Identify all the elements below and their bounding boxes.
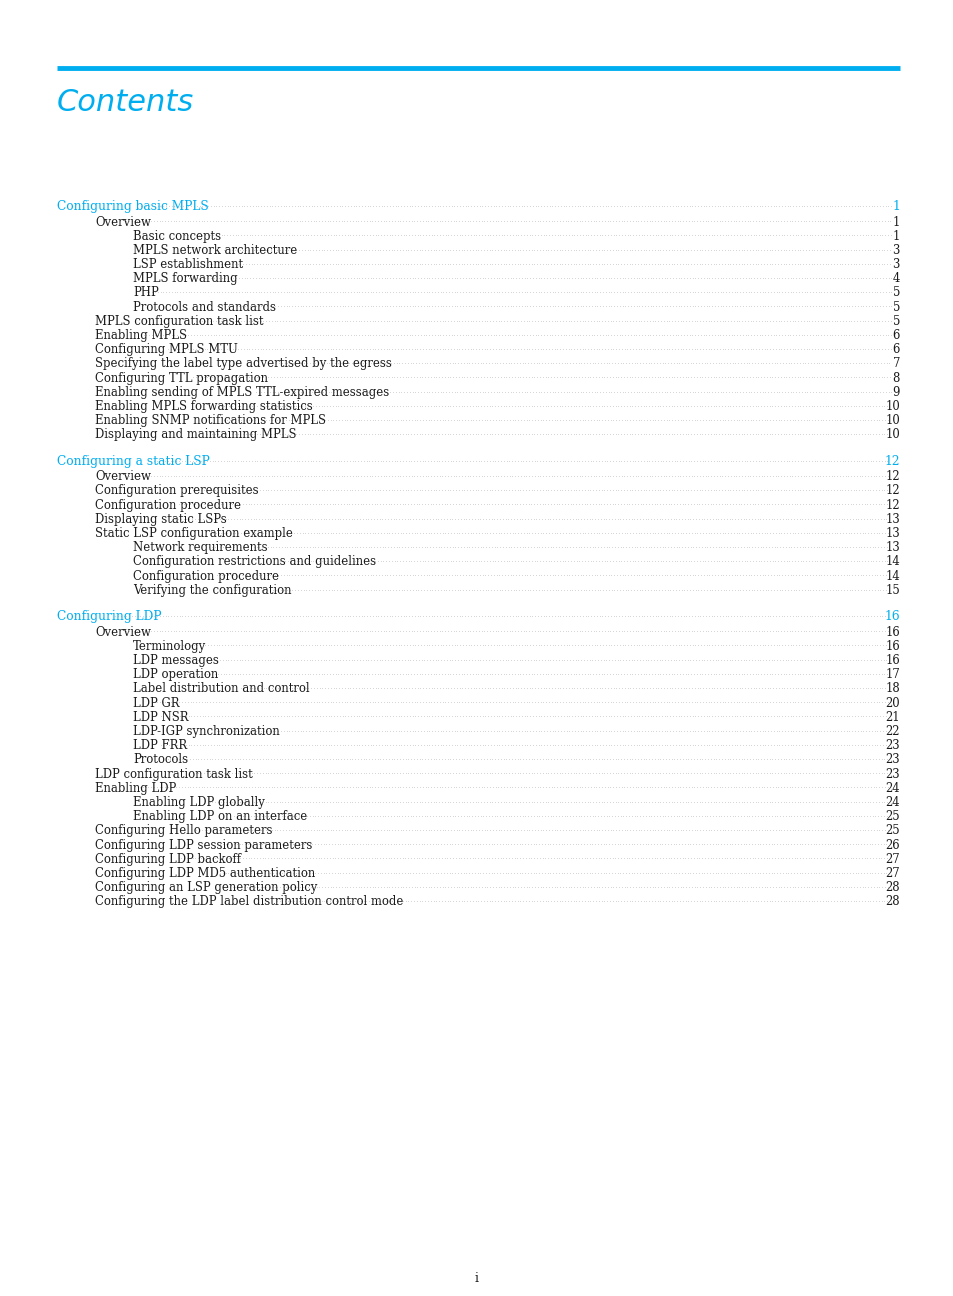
Text: 3: 3: [892, 244, 899, 257]
Text: MPLS configuration task list: MPLS configuration task list: [95, 315, 263, 328]
Text: Configuring a static LSP: Configuring a static LSP: [57, 455, 210, 468]
Text: 8: 8: [892, 372, 899, 385]
Text: 13: 13: [884, 542, 899, 555]
Text: LDP GR: LDP GR: [132, 696, 179, 709]
Text: Network requirements: Network requirements: [132, 542, 268, 555]
Text: Configuring TTL propagation: Configuring TTL propagation: [95, 372, 268, 385]
Text: 22: 22: [884, 724, 899, 737]
Text: Configuring MPLS MTU: Configuring MPLS MTU: [95, 343, 237, 356]
Text: 12: 12: [884, 470, 899, 483]
Text: 25: 25: [884, 824, 899, 837]
Text: Configuring LDP backoff: Configuring LDP backoff: [95, 853, 241, 866]
Text: Displaying static LSPs: Displaying static LSPs: [95, 513, 227, 526]
Text: 10: 10: [884, 429, 899, 442]
Text: 15: 15: [884, 583, 899, 596]
Text: 6: 6: [892, 343, 899, 356]
Text: LDP FRR: LDP FRR: [132, 739, 187, 752]
Text: 14: 14: [884, 570, 899, 583]
Text: 16: 16: [883, 610, 899, 623]
Text: Terminology: Terminology: [132, 640, 206, 653]
Text: Configuring LDP MD5 authentication: Configuring LDP MD5 authentication: [95, 867, 314, 880]
Text: 24: 24: [884, 781, 899, 794]
Text: Enabling sending of MPLS TTL-expired messages: Enabling sending of MPLS TTL-expired mes…: [95, 386, 389, 399]
Text: Label distribution and control: Label distribution and control: [132, 682, 310, 695]
Text: 10: 10: [884, 415, 899, 428]
Text: LSP establishment: LSP establishment: [132, 258, 243, 271]
Text: Enabling MPLS forwarding statistics: Enabling MPLS forwarding statistics: [95, 400, 313, 413]
Text: 23: 23: [884, 753, 899, 766]
Text: Overview: Overview: [95, 470, 151, 483]
Text: i: i: [475, 1271, 478, 1286]
Text: Overview: Overview: [95, 215, 151, 228]
Text: 16: 16: [884, 626, 899, 639]
Text: Static LSP configuration example: Static LSP configuration example: [95, 527, 293, 540]
Text: MPLS forwarding: MPLS forwarding: [132, 272, 237, 285]
Text: 1: 1: [892, 215, 899, 228]
Text: Specifying the label type advertised by the egress: Specifying the label type advertised by …: [95, 358, 392, 371]
Text: MPLS network architecture: MPLS network architecture: [132, 244, 297, 257]
Text: 5: 5: [892, 315, 899, 328]
Text: LDP messages: LDP messages: [132, 654, 218, 667]
Text: Verifying the configuration: Verifying the configuration: [132, 583, 292, 596]
Text: 26: 26: [884, 839, 899, 851]
Text: Enabling MPLS: Enabling MPLS: [95, 329, 187, 342]
Text: 20: 20: [884, 696, 899, 709]
Text: 27: 27: [884, 853, 899, 866]
Text: Protocols: Protocols: [132, 753, 188, 766]
Text: Overview: Overview: [95, 626, 151, 639]
Text: 13: 13: [884, 513, 899, 526]
Text: LDP configuration task list: LDP configuration task list: [95, 767, 253, 780]
Text: 6: 6: [892, 329, 899, 342]
Text: 16: 16: [884, 654, 899, 667]
Text: 18: 18: [884, 682, 899, 695]
Text: LDP operation: LDP operation: [132, 669, 218, 682]
Text: 13: 13: [884, 527, 899, 540]
Text: Configuration restrictions and guidelines: Configuration restrictions and guideline…: [132, 556, 375, 569]
Text: Enabling LDP globally: Enabling LDP globally: [132, 796, 265, 809]
Text: PHP: PHP: [132, 286, 158, 299]
Text: 23: 23: [884, 739, 899, 752]
Text: Basic concepts: Basic concepts: [132, 229, 221, 242]
Text: Enabling SNMP notifications for MPLS: Enabling SNMP notifications for MPLS: [95, 415, 326, 428]
Text: Configuring LDP session parameters: Configuring LDP session parameters: [95, 839, 312, 851]
Text: 3: 3: [892, 258, 899, 271]
Text: Configuring the LDP label distribution control mode: Configuring the LDP label distribution c…: [95, 896, 403, 908]
Text: Configuration procedure: Configuration procedure: [95, 499, 241, 512]
Text: Contents: Contents: [57, 88, 194, 117]
Text: Enabling LDP: Enabling LDP: [95, 781, 176, 794]
Text: Configuring an LSP generation policy: Configuring an LSP generation policy: [95, 881, 317, 894]
Text: Configuration prerequisites: Configuration prerequisites: [95, 485, 258, 498]
Text: Configuring Hello parameters: Configuring Hello parameters: [95, 824, 273, 837]
Text: 16: 16: [884, 640, 899, 653]
Text: Configuration procedure: Configuration procedure: [132, 570, 278, 583]
Text: 12: 12: [884, 499, 899, 512]
Text: 21: 21: [884, 710, 899, 723]
Text: 27: 27: [884, 867, 899, 880]
Text: 25: 25: [884, 810, 899, 823]
Text: 4: 4: [892, 272, 899, 285]
Text: 5: 5: [892, 286, 899, 299]
Text: Configuring LDP: Configuring LDP: [57, 610, 161, 623]
Text: 24: 24: [884, 796, 899, 809]
Text: 12: 12: [884, 485, 899, 498]
Text: Displaying and maintaining MPLS: Displaying and maintaining MPLS: [95, 429, 296, 442]
Text: Protocols and standards: Protocols and standards: [132, 301, 275, 314]
Text: 12: 12: [883, 455, 899, 468]
Text: 1: 1: [891, 200, 899, 213]
Text: LDP NSR: LDP NSR: [132, 710, 189, 723]
Text: 9: 9: [892, 386, 899, 399]
Text: Enabling LDP on an interface: Enabling LDP on an interface: [132, 810, 307, 823]
Text: 28: 28: [884, 896, 899, 908]
Text: Configuring basic MPLS: Configuring basic MPLS: [57, 200, 209, 213]
Text: 1: 1: [892, 229, 899, 242]
Text: 23: 23: [884, 767, 899, 780]
Text: 10: 10: [884, 400, 899, 413]
Text: 5: 5: [892, 301, 899, 314]
Text: 7: 7: [892, 358, 899, 371]
Text: 14: 14: [884, 556, 899, 569]
Text: 17: 17: [884, 669, 899, 682]
Text: 28: 28: [884, 881, 899, 894]
Text: LDP-IGP synchronization: LDP-IGP synchronization: [132, 724, 279, 737]
